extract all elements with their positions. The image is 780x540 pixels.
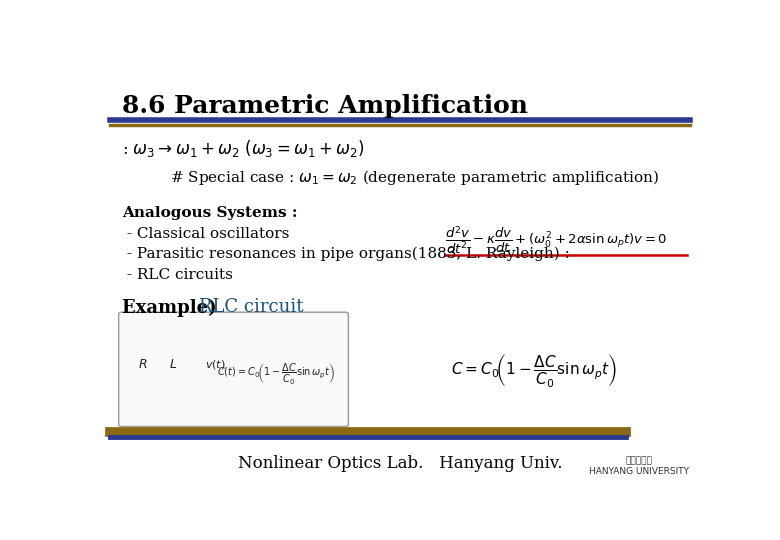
Text: RLC circuit: RLC circuit xyxy=(199,299,303,316)
Text: $\dfrac{d^2v}{dt^2} - \kappa\dfrac{dv}{dt} + (\omega_0^2 + 2\alpha \sin \omega_p: $\dfrac{d^2v}{dt^2} - \kappa\dfrac{dv}{d… xyxy=(445,224,668,256)
Text: $v(t)$: $v(t)$ xyxy=(205,357,225,370)
Text: $C = C_0\!\left(1 - \dfrac{\Delta C}{C_0}\sin\omega_p t\right)$: $C = C_0\!\left(1 - \dfrac{\Delta C}{C_0… xyxy=(451,352,617,389)
Text: Analogous Systems :: Analogous Systems : xyxy=(122,206,297,220)
Text: 8.6 Parametric Amplification: 8.6 Parametric Amplification xyxy=(122,94,528,118)
Text: 한양대학교
HANYANG UNIVERSITY: 한양대학교 HANYANG UNIVERSITY xyxy=(589,456,689,476)
Text: - Parasitic resonances in pipe organs(1883, L. Rayleigh) :: - Parasitic resonances in pipe organs(18… xyxy=(122,247,569,261)
Text: - RLC circuits: - RLC circuits xyxy=(122,268,232,282)
Text: Nonlinear Optics Lab.   Hanyang Univ.: Nonlinear Optics Lab. Hanyang Univ. xyxy=(237,455,562,472)
Text: $L$: $L$ xyxy=(169,357,177,370)
Text: $R$: $R$ xyxy=(138,357,147,370)
Text: - Classical oscillators: - Classical oscillators xyxy=(122,227,289,241)
Text: $C(t) = C_0\!\left(1 - \dfrac{\Delta C}{C_0}\sin\omega_p t\right)$: $C(t) = C_0\!\left(1 - \dfrac{\Delta C}{… xyxy=(217,362,335,387)
Text: : $\omega_3 \rightarrow \omega_1 + \omega_2 \ (\omega_3 = \omega_1 + \omega_2)$: : $\omega_3 \rightarrow \omega_1 + \omeg… xyxy=(122,138,364,159)
Text: Example): Example) xyxy=(122,299,222,317)
Text: # Special case : $\omega_1 = \omega_2$ (degenerate parametric amplification): # Special case : $\omega_1 = \omega_2$ (… xyxy=(170,168,659,187)
FancyBboxPatch shape xyxy=(119,312,349,427)
